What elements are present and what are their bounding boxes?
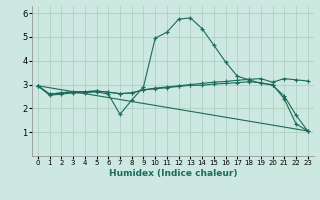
X-axis label: Humidex (Indice chaleur): Humidex (Indice chaleur) [108,169,237,178]
